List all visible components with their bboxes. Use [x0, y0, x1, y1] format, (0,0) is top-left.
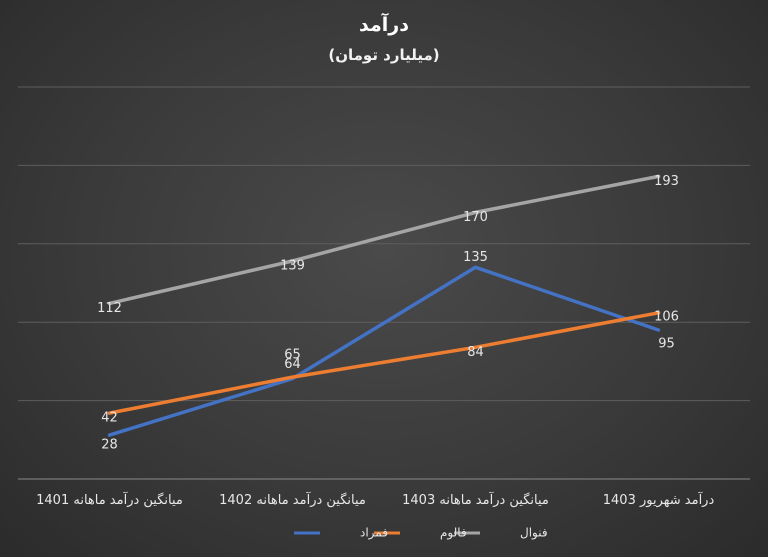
legend: فنوال فالوم فمراد [294, 526, 548, 541]
data-label: 42 [101, 411, 118, 426]
x-tick-label: میانگین درآمد ماهانه 1403 [402, 491, 549, 508]
data-label: 106 [654, 309, 679, 324]
legend-label: فمراد [360, 526, 388, 541]
chart-title: درآمد [359, 12, 409, 36]
data-label: 193 [654, 174, 679, 189]
category-axis-labels: میانگین درآمد ماهانه 1401 میانگین درآمد م… [36, 491, 714, 508]
data-label: 112 [97, 301, 122, 316]
data-labels: 28 64 135 95 42 65 84 106 112 139 170 193 [97, 174, 679, 453]
data-label: 28 [101, 438, 118, 453]
data-label: 84 [467, 345, 484, 360]
series-line [107, 174, 661, 306]
data-label: 95 [658, 337, 675, 352]
data-label: 135 [463, 250, 488, 265]
data-label: 64 [284, 357, 301, 372]
series-line [107, 265, 661, 437]
data-label: 170 [463, 210, 488, 225]
x-tick-label: میانگین درآمد ماهانه 1402 [219, 491, 366, 508]
legend-label: فنوال [520, 526, 548, 541]
chart-subtitle: (میلیارد تومان) [328, 46, 439, 64]
legend-label: فالوم [440, 526, 467, 541]
data-label: 139 [280, 259, 305, 274]
series-lines [107, 174, 661, 437]
gridlines [18, 86, 750, 480]
x-tick-label: میانگین درآمد ماهانه 1401 [36, 491, 183, 508]
x-tick-label: درآمد شهریور 1403 [603, 491, 715, 508]
data-label: 65 [284, 348, 301, 363]
series-line [107, 311, 661, 415]
